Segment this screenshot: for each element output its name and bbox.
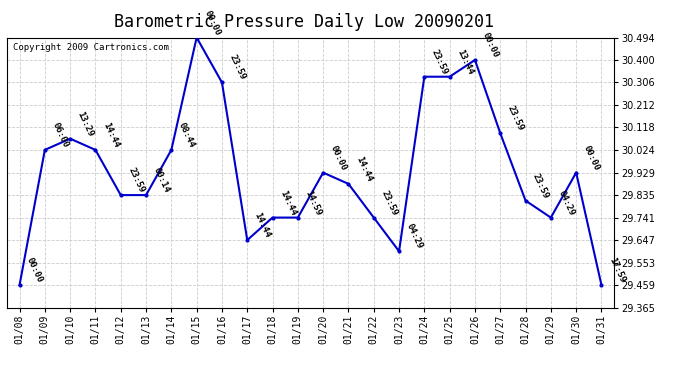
Text: 00:00: 00:00 [25,256,45,284]
Text: 08:44: 08:44 [177,121,197,149]
Text: 14:59: 14:59 [304,189,323,217]
Text: 23:59: 23:59 [531,172,551,200]
Text: 04:29: 04:29 [404,222,424,251]
Text: Barometric Pressure Daily Low 20090201: Barometric Pressure Daily Low 20090201 [114,13,493,31]
Text: 23:59: 23:59 [380,189,399,217]
Text: 00:14: 00:14 [152,166,171,194]
Text: 00:00: 00:00 [328,144,348,172]
Text: 14:44: 14:44 [253,211,273,239]
Text: 00:00: 00:00 [480,31,500,59]
Text: 04:29: 04:29 [556,189,576,217]
Text: 23:59: 23:59 [126,166,146,194]
Text: 23:59: 23:59 [228,54,247,82]
Text: 14:44: 14:44 [354,155,373,183]
Text: 23:59: 23:59 [506,104,525,132]
Text: 14:44: 14:44 [101,121,121,149]
Text: 17:59: 17:59 [607,256,627,284]
Text: 00:00: 00:00 [582,144,601,172]
Text: 14:44: 14:44 [278,189,297,217]
Text: 13:29: 13:29 [76,110,95,138]
Text: 13:44: 13:44 [455,48,475,76]
Text: 23:59: 23:59 [430,48,449,76]
Text: 06:00: 06:00 [50,121,70,149]
Text: 00:00: 00:00 [202,9,221,37]
Text: Copyright 2009 Cartronics.com: Copyright 2009 Cartronics.com [13,43,169,52]
